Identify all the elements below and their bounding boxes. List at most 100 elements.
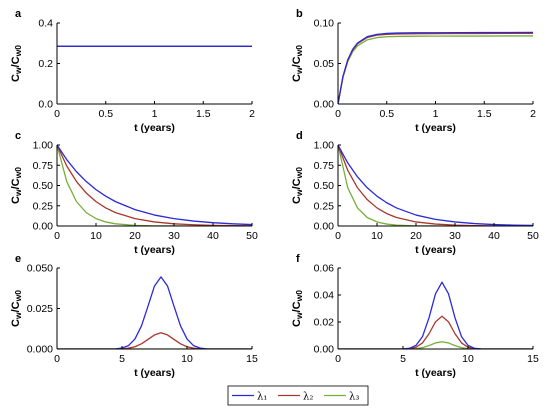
- series-line-lambda3: [338, 144, 533, 227]
- x-axis-title: t (years): [134, 367, 175, 379]
- panel-e: 0 5 10 15 0.000 0.025 0.050 t (years) Cw/Cw0 e: [10, 253, 258, 379]
- series-line-lambda1: [57, 144, 252, 226]
- series-line-lambda2: [338, 32, 533, 105]
- panel-f: 0 5 10 15 0.00 0.02 0.04 0.06 t (years) Cw/Cw0 f: [291, 253, 539, 379]
- panel-d: 0 10 20 30 40 50 0.00 0.25 0.50 0.75 1.00 t (years)…: [291, 130, 539, 256]
- x-tick-label: 10: [181, 353, 193, 365]
- x-tick-label: 50: [246, 230, 258, 242]
- series-group: [338, 144, 533, 227]
- series-line-lambda3: [338, 341, 533, 350]
- y-tick-label: 0.04: [314, 290, 335, 302]
- x-tick-label: 10: [371, 230, 383, 242]
- y-tick-label: 0.25: [314, 200, 335, 212]
- y-axis-title: Cw/Cw0: [291, 290, 304, 327]
- x-axis-title: t (years): [415, 244, 456, 256]
- x-tick-label: 15: [527, 353, 539, 365]
- x-tick-label: 30: [168, 230, 180, 242]
- y-axis-title: Cw/Cw0: [291, 167, 304, 204]
- y-tick-label: 0.02: [314, 317, 335, 329]
- y-tick-label: 0.00: [33, 221, 54, 233]
- x-tick-label: 2: [530, 108, 536, 120]
- panel-label: d: [296, 130, 303, 142]
- y-tick-label: 0.00: [314, 344, 335, 356]
- y-tick-label: 0.00: [314, 99, 335, 111]
- x-tick-label: 20: [410, 230, 422, 242]
- x-tick-label: 40: [207, 230, 219, 242]
- x-tick-label: 20: [129, 230, 141, 242]
- x-axis-title: t (years): [134, 244, 175, 256]
- legend-label: λ₃: [349, 391, 359, 402]
- y-tick-label: 0.05: [314, 58, 335, 70]
- y-tick-label: 0.0: [38, 99, 53, 111]
- x-tick-label: 0: [335, 108, 341, 120]
- x-tick-label: 10: [462, 353, 474, 365]
- x-axis-title: t (years): [134, 122, 175, 134]
- panel-label: a: [15, 8, 22, 20]
- y-axis-title: Cw/Cw0: [10, 167, 23, 204]
- y-tick-label: 0.25: [33, 200, 54, 212]
- series-line-lambda1: [338, 281, 533, 350]
- series-group: [57, 276, 252, 350]
- series-group: [338, 31, 533, 105]
- x-tick-label: 0: [54, 230, 60, 242]
- y-tick-label: 0.4: [38, 18, 53, 30]
- x-tick-label: 10: [90, 230, 102, 242]
- x-tick-label: 50: [527, 230, 539, 242]
- x-tick-label: 15: [246, 353, 258, 365]
- y-tick-label: 0.10: [314, 18, 335, 30]
- panel-label: c: [15, 130, 21, 142]
- y-tick-label: 0.2: [38, 58, 53, 70]
- series-line-lambda1: [338, 31, 533, 105]
- x-tick-label: 0: [335, 353, 341, 365]
- series-line-lambda2: [57, 332, 252, 350]
- x-axis-title: t (years): [415, 122, 456, 134]
- x-tick-label: 1.5: [477, 108, 492, 120]
- y-tick-label: 0.050: [27, 263, 53, 275]
- y-axis-title: Cw/Cw0: [291, 45, 304, 82]
- y-tick-label: 0.75: [314, 160, 335, 172]
- y-tick-label: 0.50: [33, 180, 54, 192]
- legend-label: λ₂: [303, 391, 313, 402]
- series-group: [338, 281, 533, 350]
- x-tick-label: 0: [54, 108, 60, 120]
- panel-label: b: [296, 8, 303, 20]
- series-line-lambda2: [338, 144, 533, 227]
- panel-c: 0 10 20 30 40 50 0.00 0.25 0.50 0.75 1.00 t (years)…: [10, 130, 258, 256]
- y-tick-label: 0.50: [314, 180, 335, 192]
- series-line-lambda1: [338, 144, 533, 227]
- y-tick-label: 1.00: [314, 140, 335, 152]
- legend-label: λ₁: [257, 391, 267, 402]
- y-tick-label: 0.000: [27, 344, 53, 356]
- x-tick-label: 5: [119, 353, 125, 365]
- panel-a: 0 0.5 1 1.5 2 0.0 0.2 0.4 t (years) Cw/Cw0 a: [10, 8, 255, 134]
- y-tick-label: 1.00: [33, 140, 54, 152]
- series-line-lambda1: [57, 276, 252, 350]
- x-tick-label: 1.5: [196, 108, 211, 120]
- series-line-lambda3: [57, 144, 252, 227]
- panel-label: e: [15, 253, 21, 265]
- x-tick-label: 0.5: [98, 108, 113, 120]
- x-tick-label: 0: [335, 230, 341, 242]
- y-axis-title: Cw/Cw0: [10, 290, 23, 327]
- x-tick-label: 0: [54, 353, 60, 365]
- series-line-lambda2: [57, 144, 252, 227]
- panel-b: 0 0.5 1 1.5 2 0.00 0.05 0.10 t (years) Cw/Cw0 b: [291, 8, 536, 134]
- x-tick-label: 1: [152, 108, 158, 120]
- y-tick-label: 0.75: [33, 160, 54, 172]
- x-tick-label: 40: [488, 230, 500, 242]
- x-tick-label: 1: [433, 108, 439, 120]
- panel-label: f: [296, 253, 300, 265]
- series-line-lambda2: [338, 315, 533, 350]
- x-tick-label: 0.5: [379, 108, 394, 120]
- x-axis-title: t (years): [415, 367, 456, 379]
- x-tick-label: 30: [449, 230, 461, 242]
- x-tick-label: 2: [249, 108, 255, 120]
- y-tick-label: 0.00: [314, 221, 335, 233]
- y-tick-label: 0.06: [314, 263, 335, 275]
- series-group: [57, 144, 252, 227]
- series-line-lambda3: [338, 35, 533, 105]
- legend: λ₁ λ₂ λ₃: [227, 385, 369, 406]
- x-tick-label: 5: [400, 353, 406, 365]
- y-tick-label: 0.025: [27, 303, 53, 315]
